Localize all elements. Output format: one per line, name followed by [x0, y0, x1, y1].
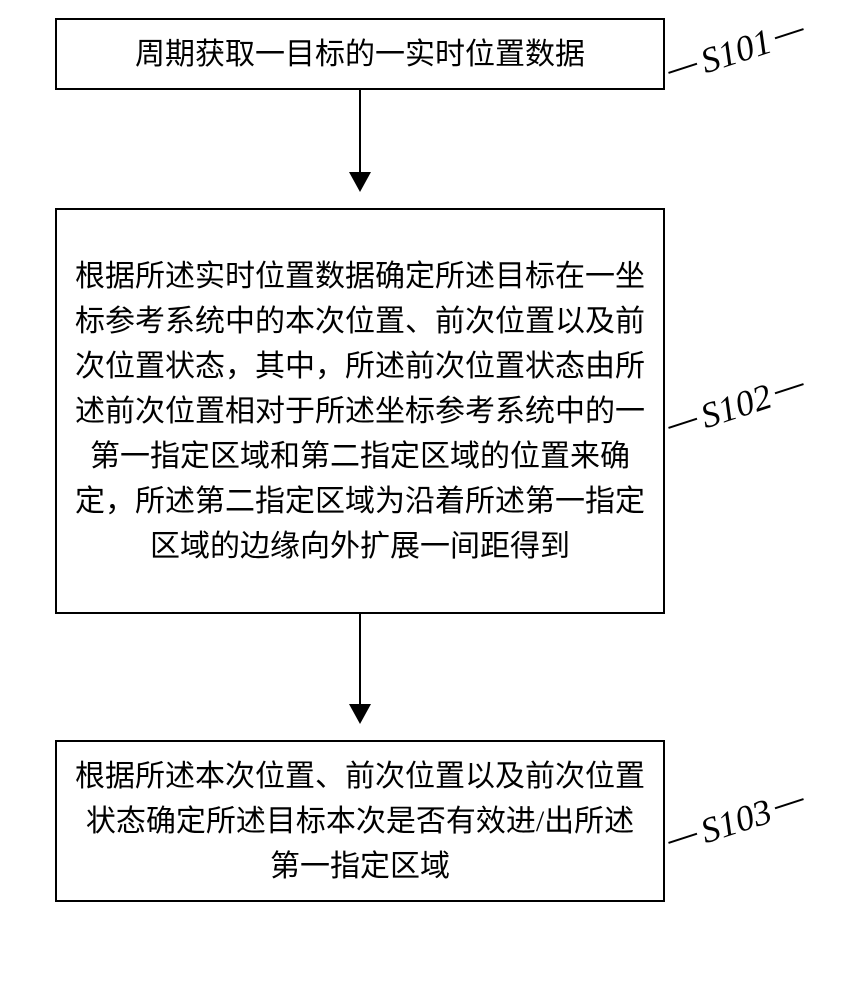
step-2-label: S102: [695, 375, 776, 437]
flowchart-container: 周期获取一目标的一实时位置数据 S101 根据所述实时位置数据确定所述目标在一坐…: [0, 0, 846, 1000]
step-3-label: S103: [695, 790, 776, 852]
step-2-text: 根据所述实时位置数据确定所述目标在一坐标参考系统中的本次位置、前次位置以及前次位…: [75, 254, 645, 569]
arrow-1-to-2: [359, 90, 361, 190]
arrow-2-to-3: [359, 614, 361, 722]
flowchart-step-1: 周期获取一目标的一实时位置数据: [55, 18, 665, 90]
flowchart-step-3: 根据所述本次位置、前次位置以及前次位置状态确定所述目标本次是否有效进/出所述第一…: [55, 740, 665, 902]
step-3-text: 根据所述本次位置、前次位置以及前次位置状态确定所述目标本次是否有效进/出所述第一…: [75, 754, 645, 889]
step-1-text: 周期获取一目标的一实时位置数据: [135, 32, 585, 77]
flowchart-step-2: 根据所述实时位置数据确定所述目标在一坐标参考系统中的本次位置、前次位置以及前次位…: [55, 208, 665, 614]
step-1-label: S101: [695, 20, 776, 82]
